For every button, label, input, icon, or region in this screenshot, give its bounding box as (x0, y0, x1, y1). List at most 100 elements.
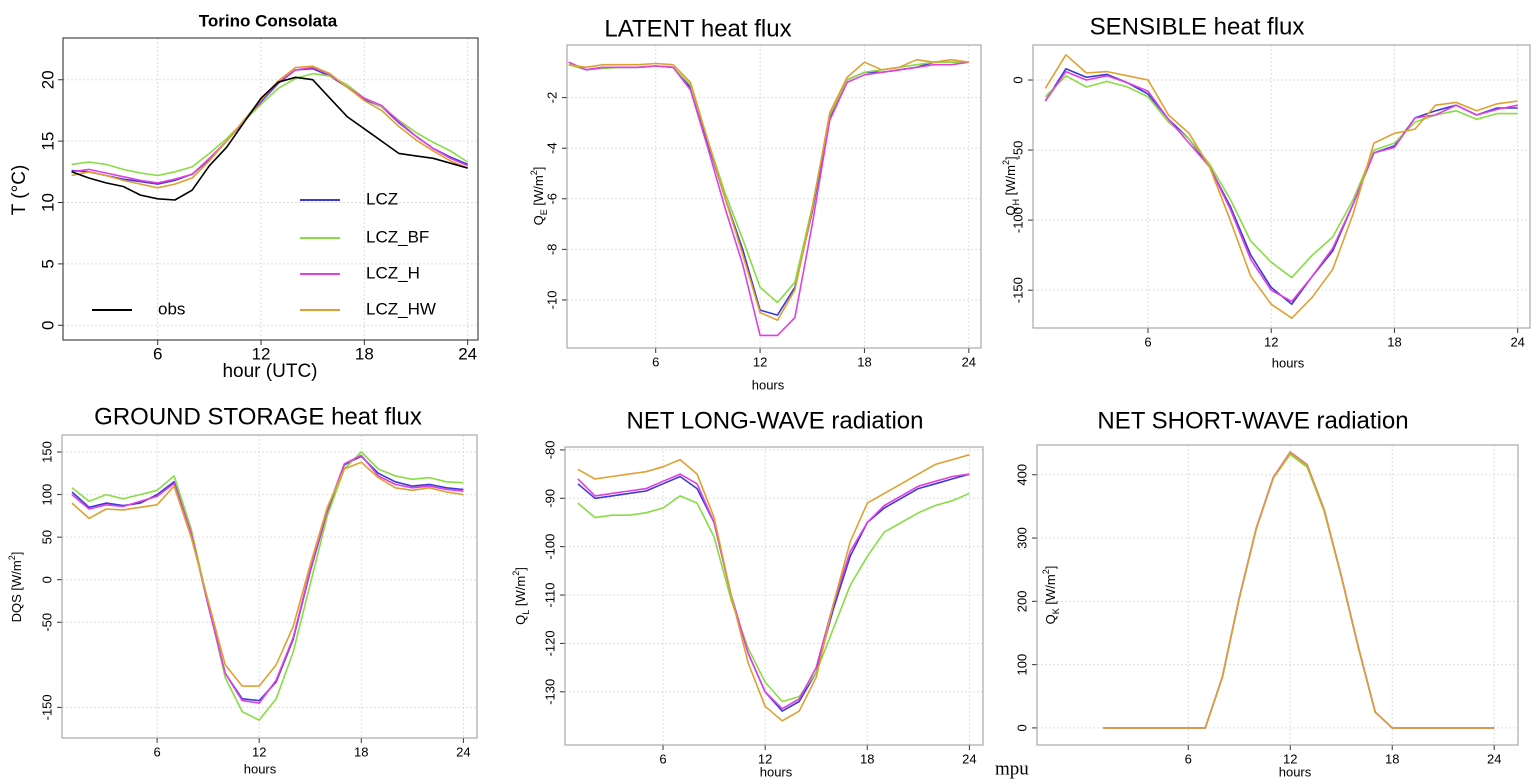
x-tick-label: 6 (153, 744, 160, 759)
series-line (1103, 453, 1495, 729)
y-tick-label: -2 (544, 92, 559, 104)
y-axis-label-part: Q (1003, 206, 1018, 216)
series-line (71, 451, 464, 721)
y-axis-label-part: ] (513, 567, 528, 571)
plot-frame (62, 37, 479, 341)
x-tick-label: 12 (1264, 334, 1278, 349)
x-tick-label: 6 (652, 354, 659, 369)
x-axis-label: hour (UTC) (222, 361, 317, 382)
plot-frame (61, 434, 478, 739)
y-tick-label: 20 (38, 70, 57, 89)
series-line (568, 61, 969, 304)
series-line (71, 461, 464, 687)
y-tick-label: 50 (39, 530, 54, 544)
x-tick-label: 6 (153, 344, 162, 363)
y-axis-label-part: [W/m (1003, 165, 1018, 199)
chart-title: NET LONG-WAVE radiation (627, 407, 924, 434)
plot-frame (1032, 44, 1531, 329)
x-tick-label: 18 (1387, 334, 1401, 349)
y-tick-label: 0 (1014, 724, 1029, 731)
x-tick-label: 24 (962, 751, 976, 766)
y-axis-label: QK [W/m2] (1041, 566, 1061, 625)
y-axis-label-part: Q (513, 615, 528, 625)
legend-label: obs (158, 299, 185, 318)
panel: 0 5 10 15 20 6 12 18 24 Torino Consolata hour (UTC… (9, 11, 479, 382)
x-tick-label: 18 (354, 744, 368, 759)
x-tick-label: 18 (355, 344, 374, 363)
legend-label: LCZ_BF (366, 227, 429, 246)
y-axis-label-part: ] (1003, 156, 1018, 160)
series-line (568, 58, 969, 321)
series-line (71, 72, 469, 177)
series-line (577, 492, 970, 703)
y-tick-label: 400 (1014, 464, 1029, 486)
y-tick-label: -100 (1010, 207, 1025, 233)
x-tick-label: 6 (1185, 751, 1192, 766)
y-tick-label: -120 (542, 630, 557, 656)
y-axis-label: QE [W/m2] (529, 167, 549, 226)
y-tick-label: -150 (39, 694, 54, 720)
y-axis-label-part: 2 (7, 555, 17, 560)
series-line (568, 61, 969, 316)
y-tick-label: 300 (1014, 527, 1029, 549)
series-line (568, 61, 969, 337)
legend-label: LCZ (366, 189, 398, 208)
y-tick-label: 0 (39, 576, 54, 583)
x-tick-label: 24 (1510, 334, 1524, 349)
plot-frame (1036, 444, 1519, 746)
series-line (1103, 451, 1495, 729)
series-line (71, 76, 468, 201)
x-axis-label: hours (760, 764, 793, 779)
y-axis-label-part: H (1011, 199, 1021, 206)
chart-title: SENSIBLE heat flux (1090, 13, 1305, 40)
y-tick-label: 15 (38, 132, 57, 151)
series-line (71, 455, 464, 702)
legend-label: LCZ_H (366, 263, 420, 282)
y-tick-label: -150 (1010, 277, 1025, 303)
y-axis-label-part: ] (9, 552, 24, 556)
y-axis-label: QH [W/m2] (1001, 156, 1021, 215)
y-axis-label-part: Q (531, 215, 546, 225)
panel: 0 100 200 300 400 6 12 18 24 NET SHORT-WAVE radia… (1014, 407, 1519, 779)
y-axis-label-part: Q (1043, 614, 1058, 624)
chart-title: NET SHORT-WAVE radiation (1097, 407, 1408, 434)
panel: 150 100 50 0 -50 -150 6 12 18 24 GROUND STORAGE he… (7, 403, 478, 776)
y-tick-label: -80 (542, 441, 557, 460)
y-tick-label: 10 (38, 193, 57, 212)
y-tick-label: -4 (544, 142, 559, 154)
y-axis-label-part: 2 (1041, 569, 1051, 574)
x-axis-label: hours (752, 377, 785, 392)
y-axis-label-part: T (°C) (9, 165, 30, 216)
x-tick-label: 18 (860, 751, 874, 766)
x-axis-label: hours (1279, 764, 1312, 779)
y-tick-label: -6 (544, 193, 559, 205)
x-tick-label: 6 (1144, 334, 1151, 349)
x-tick-label: 24 (962, 354, 976, 369)
series-line (1044, 70, 1518, 303)
y-tick-label: 200 (1014, 590, 1029, 612)
y-tick-label: -50 (1010, 141, 1025, 160)
y-axis-label: DQS [W/m2] (7, 552, 24, 623)
x-tick-label: 24 (458, 344, 477, 363)
stray-text: mpu (995, 758, 1029, 779)
series-line (1103, 451, 1495, 729)
y-axis-label-part: [W/m (1043, 574, 1058, 608)
x-axis-label: hours (244, 761, 277, 776)
y-axis-label-part: [W/m (531, 175, 546, 209)
y-axis-label: QL [W/m2] (511, 567, 531, 625)
x-tick-label: 12 (252, 744, 266, 759)
x-tick-label: 12 (758, 751, 772, 766)
y-axis-label-part: K (1051, 608, 1061, 614)
y-axis-label-part: 2 (529, 170, 539, 175)
y-tick-label: -10 (544, 291, 559, 310)
y-tick-label: -8 (544, 244, 559, 256)
y-axis-label-part: ] (531, 167, 546, 171)
y-tick-label: -100 (542, 534, 557, 560)
chart-title: Torino Consolata (199, 11, 338, 30)
series-line (71, 66, 469, 184)
x-tick-label: 24 (456, 744, 470, 759)
y-tick-label: 0 (38, 321, 57, 330)
y-tick-label: -90 (542, 489, 557, 508)
y-tick-label: -110 (542, 583, 557, 608)
